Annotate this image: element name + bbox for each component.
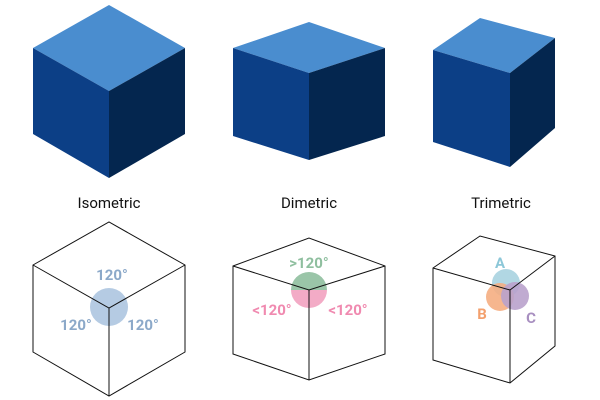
panel-title: Isometric <box>78 194 141 212</box>
trimetric-cube <box>433 18 555 167</box>
angle-label: 120° <box>96 266 128 284</box>
angle-label: <120° <box>328 301 367 319</box>
isometric-outline <box>32 221 186 397</box>
panel-title: Dimetric <box>281 194 337 212</box>
angle-label: C <box>526 309 536 327</box>
angle-label: 120° <box>60 316 92 334</box>
trimetric-outline <box>432 235 556 384</box>
angle-label: <120° <box>252 301 291 319</box>
dimetric-cube <box>233 22 385 160</box>
panel-title: Trimetric <box>471 194 531 212</box>
isometric-cube <box>33 5 185 178</box>
dimetric-outline <box>232 237 386 381</box>
angle-label: B <box>477 305 487 323</box>
angle-label: A <box>495 254 506 272</box>
angle-label: >120° <box>289 254 328 272</box>
angle-label: 120° <box>127 316 159 334</box>
